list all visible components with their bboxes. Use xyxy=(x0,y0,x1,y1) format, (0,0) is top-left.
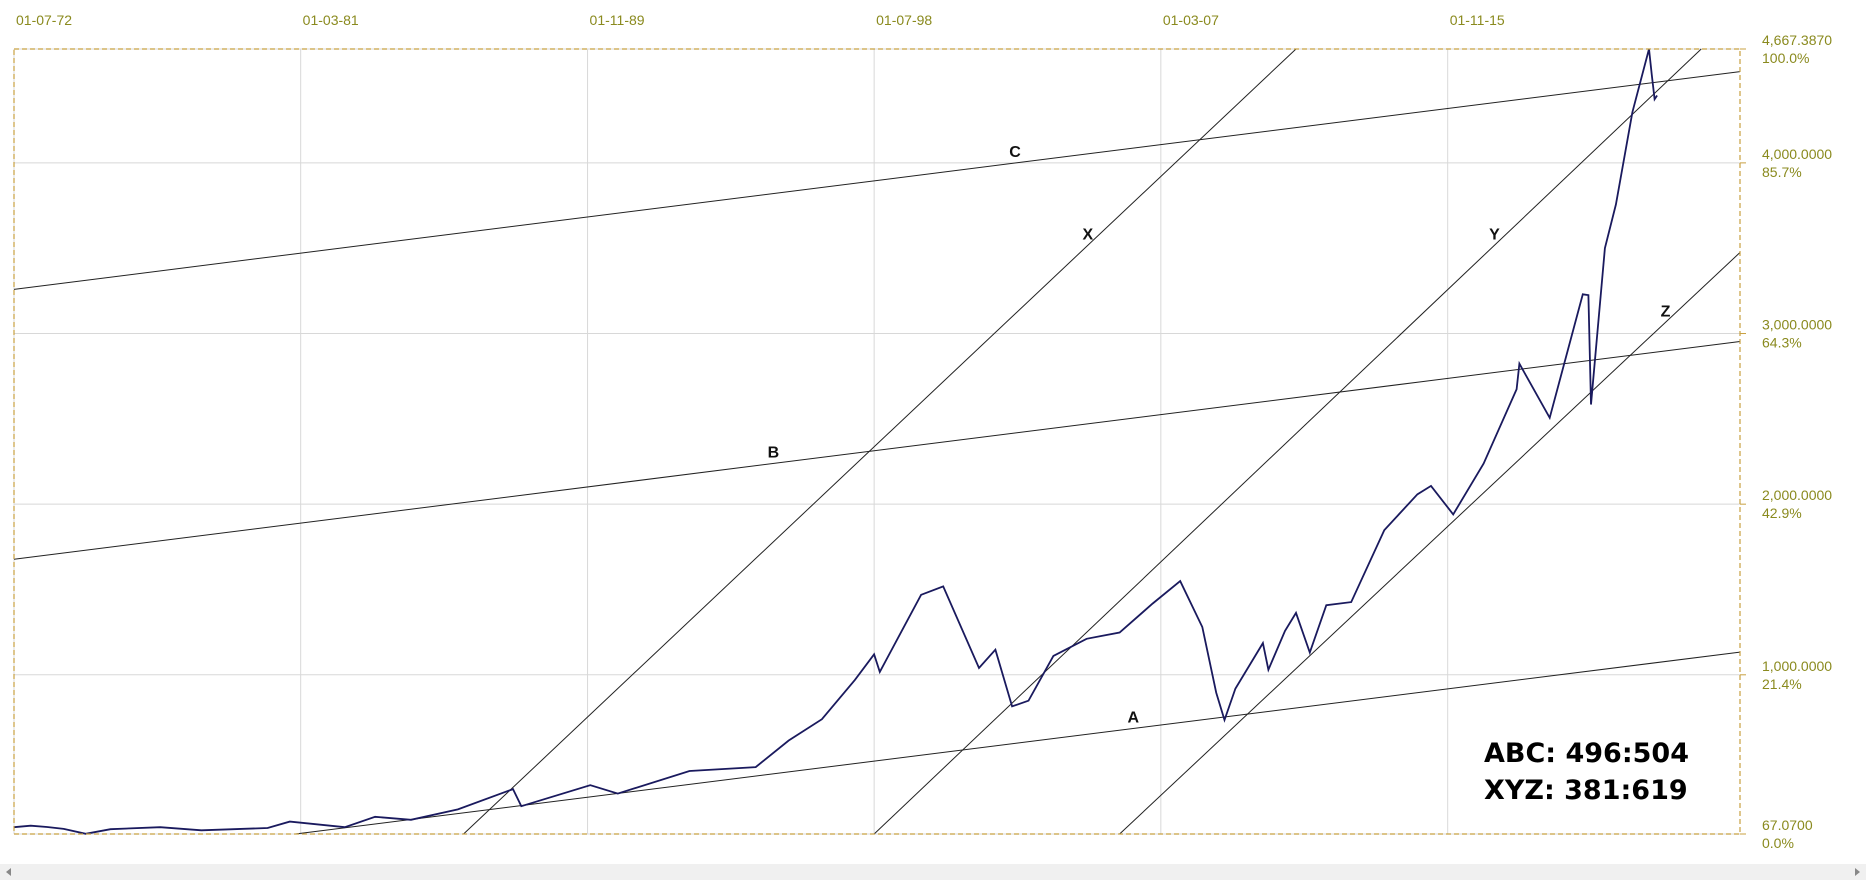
y-tick-percent-label: 42.9% xyxy=(1762,505,1802,521)
scrollbar[interactable] xyxy=(0,864,1866,880)
trend-line-label: C xyxy=(1009,144,1021,161)
trend-line xyxy=(463,48,1297,835)
y-tick-label: 2,000.0000 xyxy=(1762,487,1832,503)
y-tick-label: 3,000.0000 xyxy=(1762,317,1832,333)
trend-line xyxy=(13,341,1741,560)
y-tick-label: 1,000.0000 xyxy=(1762,658,1832,674)
trend-line-label: Z xyxy=(1661,303,1671,320)
x-tick-label: 01-11-89 xyxy=(590,12,645,28)
x-tick-label: 01-03-81 xyxy=(303,12,359,28)
y-tick-label: 4,667.3870 xyxy=(1762,32,1832,48)
y-tick-percent-label: 0.0% xyxy=(1762,835,1794,851)
trend-line-label: A xyxy=(1127,710,1139,727)
trend-line xyxy=(873,48,1702,835)
scroll-right[interactable] xyxy=(1855,868,1860,876)
x-tick-label: 01-07-72 xyxy=(16,12,72,28)
trend-line-label: B xyxy=(768,444,780,461)
y-tick-percent-label: 64.3% xyxy=(1762,335,1802,351)
ratio-annotation: XYZ: 381:619 xyxy=(1484,775,1688,806)
y-tick-percent-label: 21.4% xyxy=(1762,676,1802,692)
scroll-left[interactable] xyxy=(6,868,11,876)
trend-line xyxy=(295,651,1741,835)
trend-line xyxy=(13,71,1741,290)
y-tick-percent-label: 85.7% xyxy=(1762,164,1802,180)
x-tick-label: 01-11-15 xyxy=(1450,12,1505,28)
x-tick-label: 01-07-98 xyxy=(876,12,932,28)
ratio-annotation: ABC: 496:504 xyxy=(1484,738,1689,769)
y-tick-label: 4,000.0000 xyxy=(1762,146,1832,162)
plot-frame xyxy=(13,48,1741,835)
trend-line-label: X xyxy=(1083,226,1094,243)
x-tick-label: 01-03-07 xyxy=(1163,12,1219,28)
price-line xyxy=(13,48,1658,835)
trend-line-label: Y xyxy=(1489,226,1500,243)
trend-line xyxy=(1119,252,1741,835)
y-tick-label: 67.0700 xyxy=(1762,817,1813,833)
y-tick-percent-label: 100.0% xyxy=(1762,50,1809,66)
